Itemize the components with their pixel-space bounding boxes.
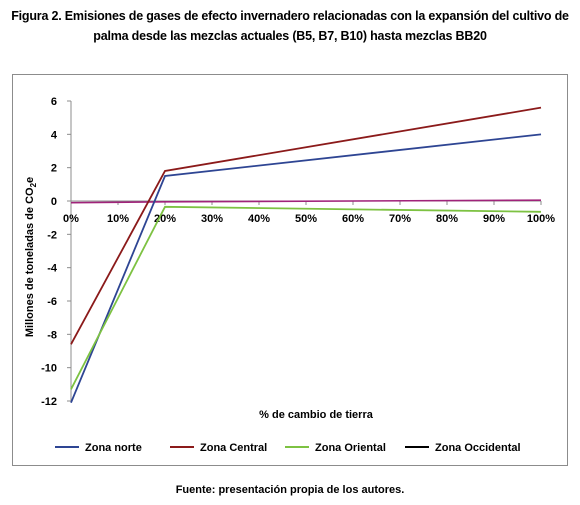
figure-title: Figura 2. Emisiones de gases de efecto i… [0, 6, 580, 46]
series-line-2 [70, 106, 542, 345]
extra-flat-line [70, 199, 542, 204]
x-tick-label: 100% [527, 213, 555, 225]
y-tick-label: -6 [47, 296, 57, 308]
x-tick-label: 90% [483, 213, 505, 225]
legend-label-2: Zona Central [200, 442, 267, 454]
y-axis-title: Millones de toneladas de CO2e [24, 177, 38, 337]
x-tick-label: 0% [63, 213, 79, 225]
figure-title-line-2: palma desde las mezclas actuales (B5, B7… [93, 29, 487, 43]
y-tick-label: 0 [51, 196, 57, 208]
x-tick-label: 50% [295, 213, 317, 225]
y-tick-label: -4 [47, 263, 58, 275]
y-tick-label: -10 [41, 363, 57, 375]
x-tick-label: 70% [389, 213, 411, 225]
x-tick-label: 80% [436, 213, 458, 225]
legend-label-1: Zona norte [85, 442, 142, 454]
legend-label-4: Zona Occidental [435, 442, 521, 454]
x-axis-title: % de cambio de tierra [259, 409, 374, 421]
x-tick-label: 10% [107, 213, 129, 225]
y-tick-label: -12 [41, 396, 57, 408]
figure-title-line-1: Figura 2. Emisiones de gases de efecto i… [11, 9, 569, 23]
legend-label-3: Zona Oriental [315, 442, 386, 454]
chart-frame [12, 74, 568, 466]
series-line-3 [70, 205, 542, 390]
y-tick-label: 2 [51, 163, 57, 175]
x-tick-label: 60% [342, 213, 364, 225]
y-tick-label: 4 [51, 129, 58, 141]
figure-source: Fuente: presentación propia de los autor… [175, 484, 405, 496]
y-tick-label: -2 [47, 229, 57, 241]
series-line-1 [70, 133, 542, 404]
x-tick-label: 30% [201, 213, 223, 225]
y-tick-label: 6 [51, 96, 57, 108]
y-tick-label: -8 [47, 329, 57, 341]
x-tick-label: 40% [248, 213, 270, 225]
